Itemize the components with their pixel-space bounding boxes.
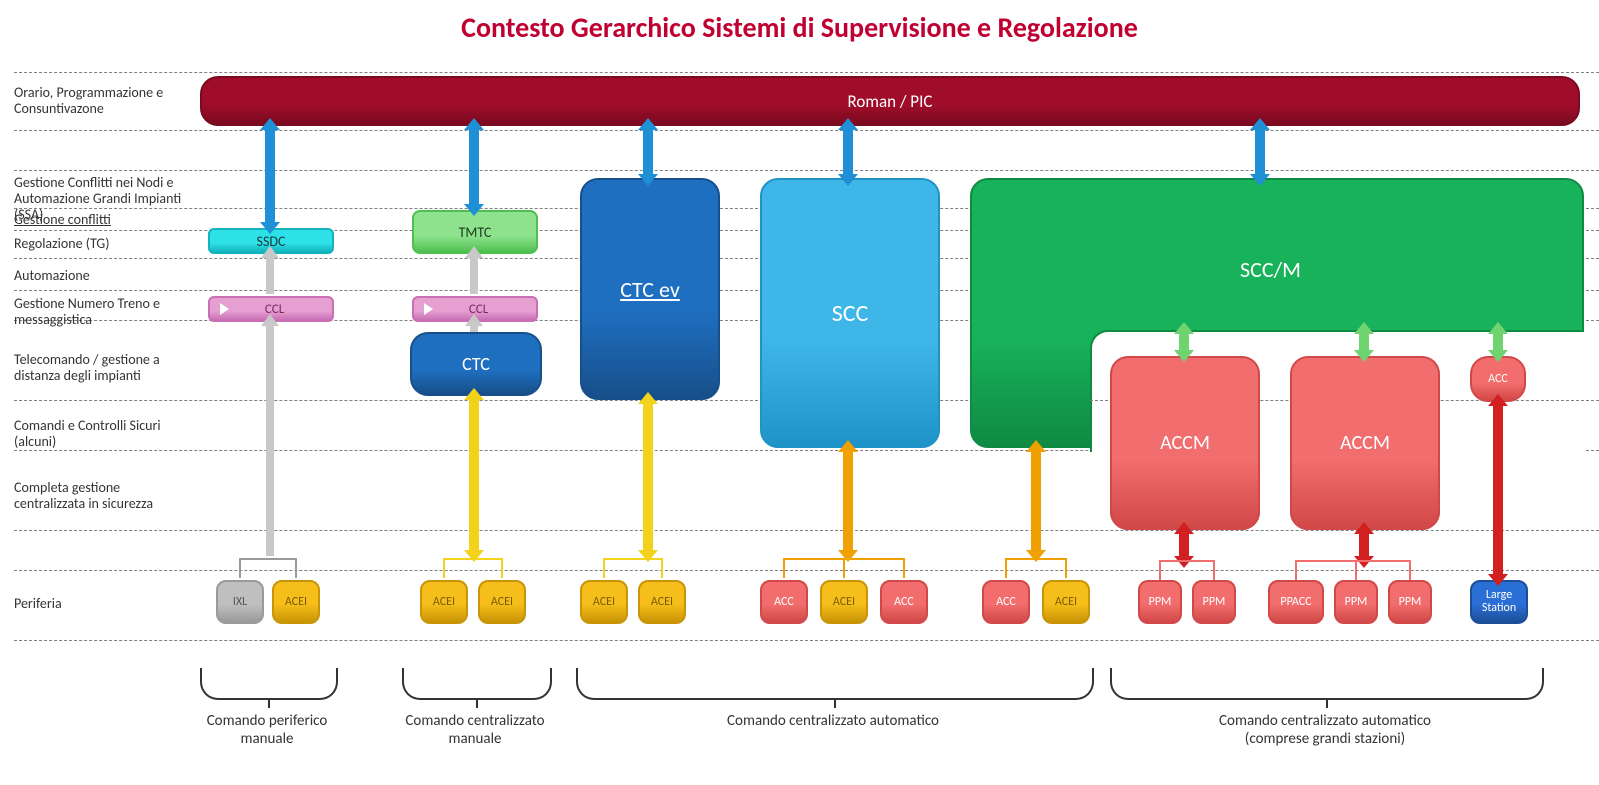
row-label: Gestione conflitti [14,212,111,228]
row-label: Completa gestione centralizzata in sicur… [14,480,194,512]
row-label: Orario, Programmazione e Consuntivazone [14,85,194,117]
periphery-ixl: IXL [216,580,264,624]
box-ctc: CTC [410,332,542,396]
group-bracket [200,668,338,700]
periphery-acei: ACEI [580,580,628,624]
group-bracket [402,668,552,700]
box-roman: Roman / PIC [200,76,1580,126]
row-label: Regolazione (TG) [14,236,109,252]
arrow [265,128,275,224]
periphery-acei: ACEI [820,580,868,624]
arrow [469,128,479,206]
box-scc: SCC [760,178,940,448]
arrow [1493,332,1503,352]
arrow [469,398,479,552]
group-label: Comando centralizzato manuale [402,712,548,748]
periphery-acei: ACEI [420,580,468,624]
periphery-acei: ACEI [272,580,320,624]
row-label: Comandi e Controlli Sicuri (alcuni) [14,418,194,450]
arrow-up [265,324,275,556]
periphery-acei: ACEI [1042,580,1090,624]
arrow [1359,332,1369,352]
arrow [1179,332,1189,352]
arrow [643,402,653,552]
box-ctcev: CTC ev [580,178,720,400]
periphery-ppacc: PPACC [1268,580,1324,624]
arrow [1255,128,1265,176]
arrow-up [469,256,479,294]
arrow [1359,532,1369,558]
group-bracket [1110,668,1544,700]
arrow-up [265,256,275,294]
periphery-acei: ACEI [478,580,526,624]
periphery-acc: ACC [982,580,1030,624]
periphery-ppm: PPM [1192,580,1236,624]
periphery-acc: ACC [760,580,808,624]
periphery-large-station: LargeStation [1470,580,1528,624]
arrow [643,128,653,176]
arrow-up [469,324,479,332]
periphery-ppm: PPM [1388,580,1432,624]
arrow [1493,404,1503,576]
periphery-acei: ACEI [638,580,686,624]
group-label: Comando periferico manuale [200,712,334,748]
periphery-ppm: PPM [1334,580,1378,624]
box-accm2-top: ACCM [1290,356,1440,530]
row-label: Gestione Numero Treno e messaggistica [14,296,194,328]
group-label: Comando centralizzato automatico (compre… [1110,712,1540,748]
row-label: Automazione [14,268,90,284]
page-title: Contesto Gerarchico Sistemi di Supervisi… [0,10,1599,45]
arrow [1031,450,1041,552]
arrow [1179,532,1189,558]
box-accm1-top: ACCM [1110,356,1260,530]
arrow [843,450,853,552]
periphery-acc: ACC [880,580,928,624]
group-label: Comando centralizzato automatico [576,712,1090,730]
group-bracket [576,668,1094,700]
row-label: Periferia [14,596,62,612]
arrow [843,128,853,176]
row-label: Telecomando / gestione a distanza degli … [14,352,194,384]
periphery-ppm: PPM [1138,580,1182,624]
